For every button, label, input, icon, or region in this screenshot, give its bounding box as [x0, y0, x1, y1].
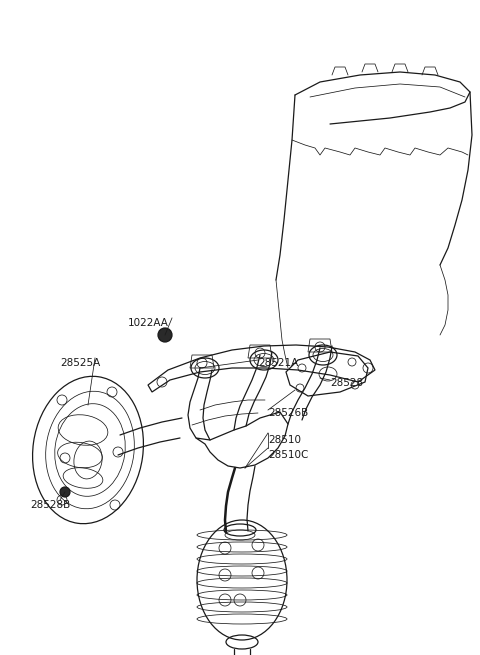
- Circle shape: [158, 328, 172, 342]
- Text: 28510C: 28510C: [268, 450, 308, 460]
- Text: 28528B: 28528B: [30, 500, 70, 510]
- Text: 28510: 28510: [268, 435, 301, 445]
- Text: 28525A: 28525A: [60, 358, 100, 368]
- Text: 28528: 28528: [330, 378, 363, 388]
- Text: 28521A: 28521A: [258, 358, 298, 368]
- Circle shape: [60, 487, 70, 497]
- Text: 1022AA: 1022AA: [128, 318, 169, 328]
- Text: 28526B: 28526B: [268, 408, 308, 418]
